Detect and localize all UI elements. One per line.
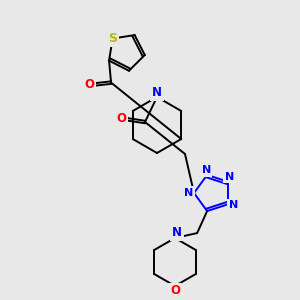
Text: O: O (116, 112, 126, 125)
Text: N: N (202, 165, 211, 175)
Text: N: N (172, 226, 182, 239)
Text: O: O (84, 78, 94, 91)
Text: O: O (170, 284, 180, 298)
Text: N: N (184, 188, 194, 198)
Text: N: N (152, 86, 162, 100)
Text: S: S (108, 32, 117, 45)
Text: N: N (229, 200, 238, 210)
Text: N: N (225, 172, 234, 182)
